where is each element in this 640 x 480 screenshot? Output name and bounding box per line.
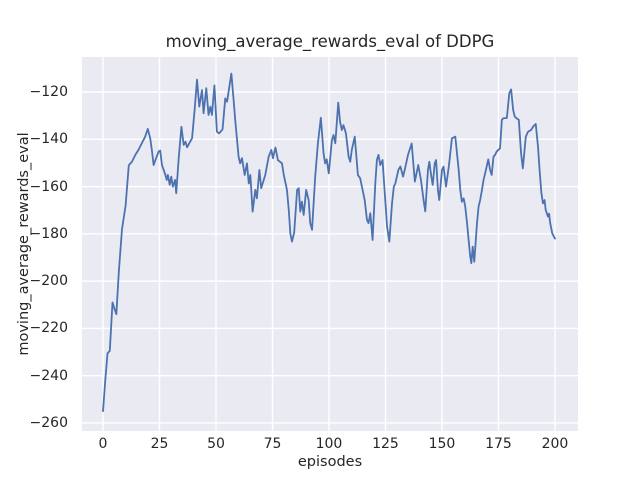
y-tick-label: −220 [29, 320, 68, 337]
x-tick-label: 150 [428, 436, 456, 452]
x-tick-label: 125 [372, 436, 399, 452]
y-axis-label: moving_average_rewards_eval [16, 132, 32, 356]
x-tick-label: 25 [150, 436, 169, 452]
chart-title: moving_average_rewards_eval of DDPG [165, 32, 495, 51]
x-tick-label: 200 [541, 436, 569, 452]
y-tick-label: −200 [29, 273, 68, 290]
x-axis-label: episodes [297, 454, 363, 470]
y-tick-label: −120 [29, 83, 68, 100]
x-tick-label: 75 [263, 436, 282, 452]
y-tick-label: −140 [29, 131, 68, 148]
x-tick-label: 0 [98, 436, 108, 452]
plot-area [82, 57, 578, 431]
plot-svg [82, 57, 578, 431]
data-line [102, 72, 556, 413]
y-tick-label: −180 [29, 225, 68, 242]
y-tick-label: −240 [29, 367, 68, 384]
x-tick-label: 175 [485, 436, 512, 452]
x-tick-label: 50 [207, 436, 225, 452]
y-tick-label: −160 [29, 178, 68, 195]
x-tick-label: 100 [315, 436, 343, 452]
y-tick-label: −260 [29, 414, 68, 431]
